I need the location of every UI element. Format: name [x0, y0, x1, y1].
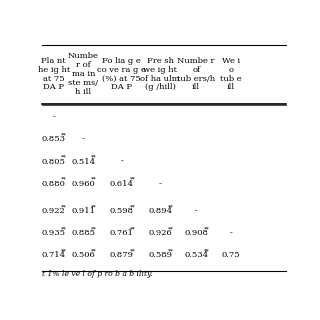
Text: 0.885: 0.885 [71, 229, 95, 237]
Text: **: ** [61, 226, 67, 231]
Text: **: ** [168, 204, 174, 209]
Text: 0.534: 0.534 [184, 251, 208, 259]
Text: 0.880: 0.880 [42, 180, 66, 188]
Text: **: ** [130, 248, 135, 253]
Text: **: ** [61, 204, 67, 209]
Text: 0.614: 0.614 [110, 180, 134, 188]
Text: 0.853: 0.853 [42, 135, 66, 143]
Text: -: - [52, 113, 55, 121]
Text: **: ** [91, 204, 97, 209]
Text: -: - [195, 207, 198, 215]
Text: 0.922: 0.922 [42, 207, 66, 215]
Text: 0.589: 0.589 [148, 251, 172, 259]
Text: **: ** [130, 204, 135, 209]
Text: **: ** [168, 248, 174, 253]
Text: **: ** [130, 177, 135, 182]
Text: -: - [229, 229, 232, 237]
Text: -: - [120, 157, 123, 166]
Text: We i
o
tub e
ill: We i o tub e ill [220, 57, 242, 92]
Text: 0.761: 0.761 [110, 229, 134, 237]
Text: **: ** [130, 226, 135, 231]
Text: Pla nt
he ig ht
at 75
DA P: Pla nt he ig ht at 75 DA P [37, 57, 70, 92]
Text: 0.879: 0.879 [110, 251, 134, 259]
Text: -: - [159, 180, 162, 188]
Text: 0.75: 0.75 [222, 251, 240, 259]
Text: Fo lia g e
co ve ra g e
(%) at 75
DA P: Fo lia g e co ve ra g e (%) at 75 DA P [97, 57, 146, 92]
Text: 0.598: 0.598 [110, 207, 134, 215]
Text: 0.935: 0.935 [42, 229, 66, 237]
Text: 0.714: 0.714 [42, 251, 66, 259]
Text: **: ** [61, 155, 67, 160]
Text: 0.908: 0.908 [184, 229, 208, 237]
Text: 0.805: 0.805 [42, 157, 66, 166]
Text: 0.894: 0.894 [148, 207, 172, 215]
Text: **: ** [61, 177, 67, 182]
Text: Numbe r
of
tub ers/h
ill: Numbe r of tub ers/h ill [177, 57, 215, 92]
Text: 0.960: 0.960 [72, 180, 95, 188]
Text: 0.926: 0.926 [148, 229, 172, 237]
Text: **: ** [168, 226, 174, 231]
Text: 0.911: 0.911 [71, 207, 95, 215]
Text: **: ** [91, 226, 97, 231]
Text: 0.506: 0.506 [72, 251, 95, 259]
Text: Numbe
r of
ma in
ste ms/
h ill: Numbe r of ma in ste ms/ h ill [68, 52, 99, 96]
Text: **: ** [61, 132, 67, 138]
Text: **: ** [204, 226, 210, 231]
Text: -: - [82, 135, 85, 143]
Text: t 1% le ve l of p ro b a b ility.: t 1% le ve l of p ro b a b ility. [43, 270, 153, 278]
Text: **: ** [91, 248, 97, 253]
Text: **: ** [61, 248, 67, 253]
Text: **: ** [91, 155, 97, 160]
Text: Fre sh
we ig ht
of ha ulm
(g /hill): Fre sh we ig ht of ha ulm (g /hill) [140, 57, 180, 92]
Text: 0.514: 0.514 [71, 157, 95, 166]
Text: **: ** [204, 248, 210, 253]
Text: **: ** [91, 177, 97, 182]
